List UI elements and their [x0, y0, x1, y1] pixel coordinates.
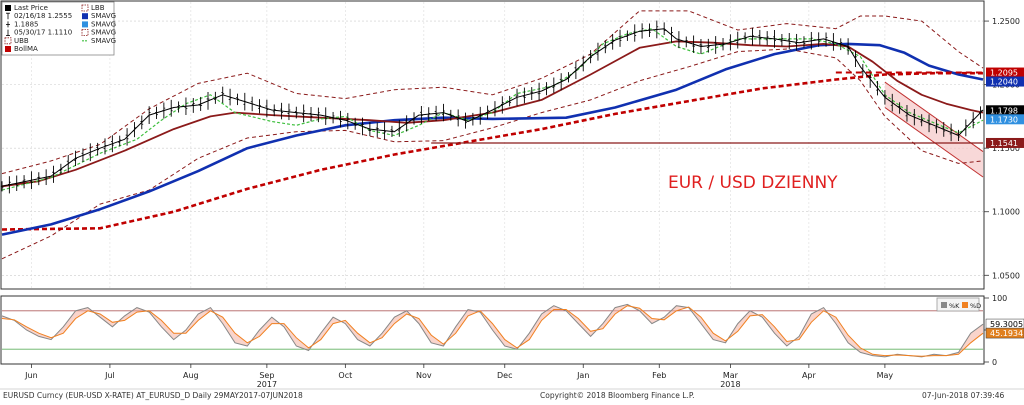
- x-axis: Jun Jul Aug Sep Oct Nov Dec Jan Feb Mar Apr May 2017…: [24, 364, 893, 389]
- y-tick-label: 1.1000: [992, 208, 1020, 217]
- legend-item: SMAVG: [82, 12, 116, 20]
- stochastic-fill: [2, 304, 983, 357]
- footer-ticker: EURUSD Curncy (EUR-USD X-RATE) AT_EURUSD…: [3, 391, 303, 400]
- stochastic-series-group: [1, 303, 984, 358]
- x-tick-label: Mar: [723, 371, 739, 380]
- x-tick-label: Apr: [802, 371, 817, 380]
- stochastic-k-line: [1, 303, 984, 358]
- stochastic-tag-label: 45.1934: [990, 329, 1023, 338]
- legend-item: 05/30/17 1.1110: [6, 29, 72, 37]
- k-legend-label: %K: [949, 302, 960, 310]
- price-tag-label: 1.2040: [990, 78, 1018, 87]
- x-tick-label: May: [877, 371, 894, 380]
- y-tick-label: 1.0500: [992, 271, 1020, 280]
- d-legend-label: %D: [970, 302, 981, 310]
- legend-item: 02/16/18 1.2555: [6, 12, 72, 20]
- x-tick-label: Jan: [576, 371, 589, 380]
- legend-label: SMAVG: [91, 37, 116, 45]
- lower-y-tick-label: 0: [992, 358, 997, 367]
- x-tick-label: Aug: [183, 371, 199, 380]
- legend-label: SMAVG: [91, 12, 116, 20]
- y-tick-label: 1.1500: [992, 144, 1020, 153]
- channel-lower-line: [884, 107, 984, 178]
- year-label: 2017: [257, 380, 277, 389]
- price-tag: [986, 67, 1024, 78]
- d-legend-swatch: [962, 302, 968, 308]
- legend-item: SMAVG: [82, 37, 116, 45]
- price-tag-label: 1.1798: [990, 106, 1018, 115]
- legend-item: 1.1885: [6, 20, 39, 28]
- footer-timestamp: 07-Jun-2018 07:39:46: [922, 391, 1004, 400]
- legend-item: BollMA: [5, 45, 38, 53]
- k-legend-swatch: [941, 302, 947, 308]
- legend-label: UBB: [14, 37, 29, 45]
- legend-item: Last Price: [5, 4, 48, 12]
- x-tick-label: Feb: [652, 371, 666, 380]
- price-tag-label: 1.1730: [990, 115, 1018, 124]
- legend-label: SMAVG: [91, 20, 116, 28]
- legend-swatch: [81, 4, 89, 12]
- lower-y-tick-label: 100: [992, 294, 1007, 303]
- legend-label: 1.1885: [14, 20, 39, 28]
- stochastic-d-line: [1, 305, 984, 357]
- price-tag-label: 1.1541: [990, 139, 1018, 148]
- legend-label: SMAVG: [91, 29, 116, 37]
- stochastic-legend: %K %D: [936, 297, 981, 312]
- main-panel-frame: [0, 0, 985, 290]
- x-tick-label: Sep: [259, 371, 274, 380]
- legend-item: SMAVG: [81, 29, 116, 37]
- year-label: 2018: [720, 380, 740, 389]
- legend-item: UBB: [4, 37, 29, 45]
- y-tick-label: 1.2500: [992, 17, 1020, 26]
- stochastic-tag-label: 59.3005: [990, 320, 1023, 329]
- x-tick-label: Nov: [416, 371, 432, 380]
- main-series-group: [0, 10, 984, 260]
- legend-swatch: [5, 46, 11, 52]
- legend-item: LBB: [81, 4, 105, 12]
- main-grid: [2, 2, 983, 288]
- x-tick-label: Dec: [497, 371, 512, 380]
- series-smavg: [1, 28, 984, 191]
- stochastic-tag: [985, 327, 1024, 339]
- x-tick-label: Jul: [104, 371, 115, 380]
- legend-swatch: [82, 21, 88, 28]
- x-tick-label: Jun: [24, 371, 38, 380]
- series-smavg: [1, 40, 984, 188]
- x-tick-label: Oct: [338, 371, 352, 380]
- series-smavg: [1, 42, 984, 236]
- legend-swatch: [82, 13, 88, 20]
- legend-item: SMAVG: [82, 20, 116, 28]
- series-bollma: [1, 71, 983, 231]
- footer-copyright: Copyright© 2018 Bloomberg Finance L.P.: [540, 391, 695, 400]
- chart-title: EUR / USD DZIENNY: [668, 173, 838, 193]
- descending-channel: [884, 82, 983, 177]
- price-tag: [986, 76, 1024, 87]
- legend-label: BollMA: [14, 45, 38, 53]
- series-lbb: [1, 48, 984, 260]
- price-tag-label: 1.2095: [990, 69, 1018, 78]
- channel-upper-line: [884, 81, 984, 152]
- legend-label: 05/30/17 1.1110: [14, 29, 72, 37]
- legend-label: 02/16/18 1.2555: [14, 12, 72, 20]
- price-tag: [986, 137, 1024, 148]
- legend-swatch: [81, 29, 89, 37]
- price-tag: [986, 114, 1024, 125]
- series-ubb: [1, 10, 984, 175]
- legend-label: LBB: [91, 4, 105, 12]
- legend-swatch: [4, 37, 12, 45]
- legend-swatch: [5, 5, 11, 11]
- legend-label: Last Price: [14, 4, 48, 12]
- price-tag: [986, 105, 1024, 116]
